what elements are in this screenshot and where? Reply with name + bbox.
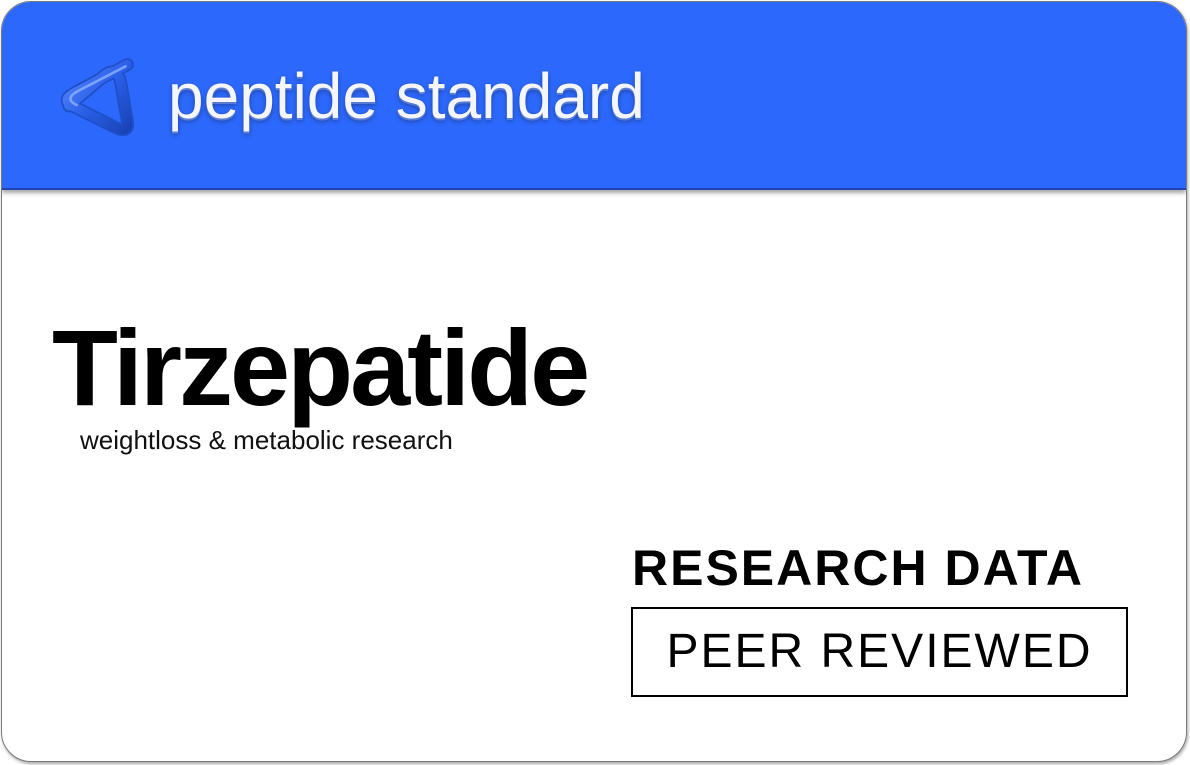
brand-name: peptide standard (168, 60, 645, 132)
triangular-knot-logo-icon (60, 58, 135, 137)
research-data-label: RESEARCH DATA (632, 540, 1084, 596)
peer-reviewed-badge: PEER REVIEWED (631, 607, 1128, 697)
product-subtitle: weightloss & metabolic research (80, 425, 453, 455)
peer-reviewed-label: PEER REVIEWED (666, 625, 1093, 678)
product-title: Tirzepatide (52, 307, 590, 428)
card-header: peptide standard (2, 2, 1186, 190)
